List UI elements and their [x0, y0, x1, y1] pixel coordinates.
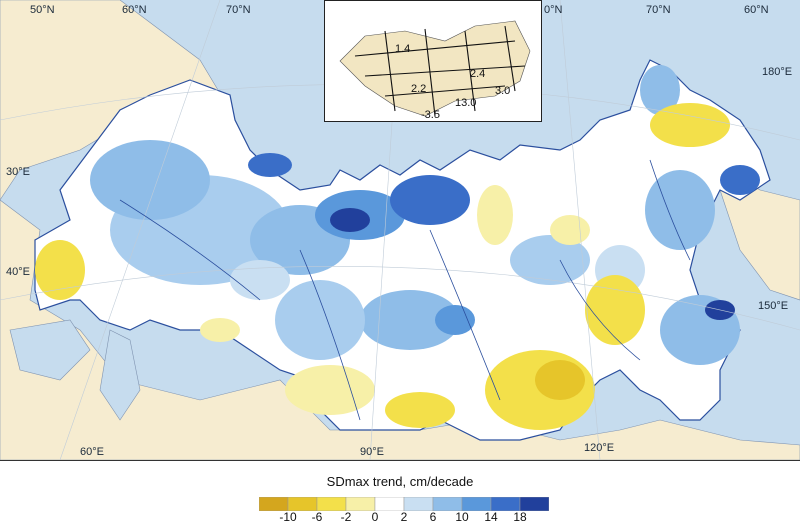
- legend-tick-label: -6: [311, 510, 323, 524]
- lon-label: 30°E: [6, 166, 30, 178]
- lon-label: 150°E: [758, 300, 789, 312]
- inset-value: 2.4: [470, 68, 486, 80]
- inset-region: [339, 20, 531, 117]
- inset-map: 1.4 2.4 2.2 3.0 13.0 -3.5: [324, 0, 542, 122]
- map-frame: 50°N 60°N 70°N 0°N 70°N 60°N 30°E 40°E 6…: [0, 0, 800, 461]
- legend-title: SDmax trend, cm/decade: [326, 474, 474, 489]
- inset-grid: [354, 25, 526, 117]
- lon-label: 90°E: [360, 446, 384, 458]
- sea-caspian: [99, 329, 141, 421]
- legend-tick-label: 2: [400, 510, 408, 524]
- legend-swatch: [432, 497, 463, 511]
- inset-value: 1.4: [395, 43, 411, 55]
- legend-swatch: [461, 497, 492, 511]
- legend-swatch: [259, 497, 289, 511]
- legend-swatch: [490, 497, 521, 511]
- legend-tick-label: 18: [513, 510, 527, 524]
- positive-trend-areas: [90, 65, 760, 365]
- lon-label: 40°E: [6, 266, 30, 278]
- legend-swatch: [374, 497, 405, 511]
- legend-tick-label: 10: [455, 510, 469, 524]
- lat-label: 60°N: [122, 4, 147, 16]
- legend-swatch: [403, 497, 434, 511]
- inset-value: 2.2: [411, 83, 427, 95]
- legend-swatch: [316, 497, 347, 511]
- inset-value: -3.5: [421, 109, 440, 121]
- internal-lines: [119, 159, 691, 421]
- legend-swatch: [519, 497, 549, 511]
- legend-tick-label: -10: [279, 510, 297, 524]
- lat-label: 70°N: [226, 4, 251, 16]
- inset-value: 13.0: [455, 97, 477, 109]
- lat-label: 0°N: [544, 4, 563, 16]
- lat-label: 70°N: [646, 4, 671, 16]
- lon-label: 120°E: [584, 442, 615, 454]
- legend-swatch: [345, 497, 376, 511]
- legend-tick-label: -2: [340, 510, 352, 524]
- legend-swatch: [287, 497, 318, 511]
- inset-svg: [339, 20, 531, 117]
- lat-label: 60°N: [744, 4, 769, 16]
- legend-colorbar: [259, 497, 549, 511]
- sea-black-caspian: [9, 319, 91, 381]
- lon-label: 60°E: [80, 446, 104, 458]
- negative-trend-areas: [35, 103, 730, 430]
- legend-tick-label: 14: [484, 510, 498, 524]
- lat-label: 50°N: [30, 4, 55, 16]
- legend-tick-label: 6: [429, 510, 437, 524]
- lon-label: 180°E: [762, 66, 793, 78]
- inset-value: 3.0: [495, 85, 511, 97]
- legend-tick-label: 0: [371, 510, 379, 524]
